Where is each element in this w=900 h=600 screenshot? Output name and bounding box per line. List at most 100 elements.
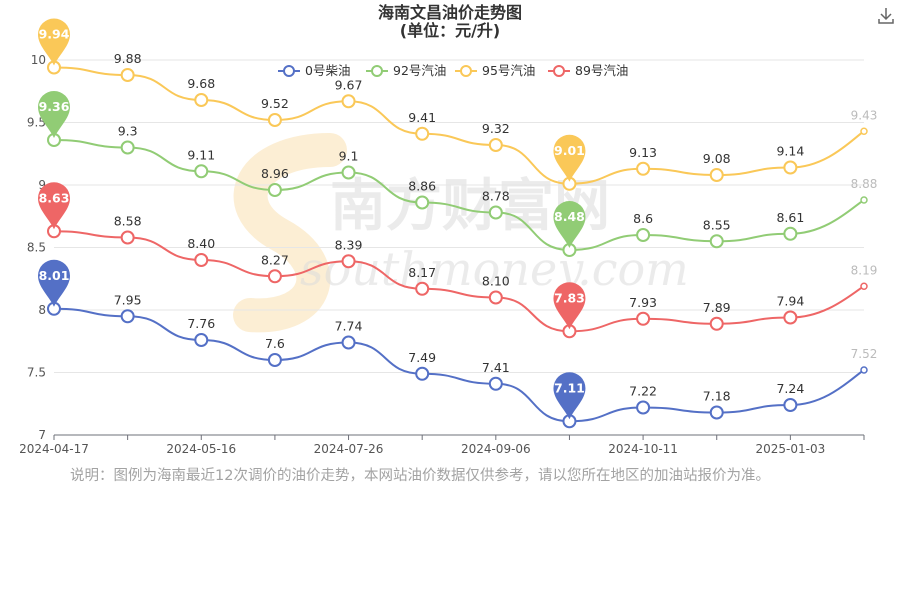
data-label: 8.88 bbox=[851, 177, 878, 191]
data-label: 7.89 bbox=[703, 300, 731, 315]
data-point bbox=[341, 94, 356, 109]
data-label: 7.18 bbox=[703, 389, 731, 404]
data-point bbox=[267, 113, 282, 127]
y-tick-label: 7 bbox=[38, 428, 46, 442]
data-point bbox=[709, 405, 724, 420]
x-tick-label: 2024-04-17 bbox=[19, 442, 89, 456]
data-label: 8.39 bbox=[335, 237, 363, 252]
x-tick-label: 2024-10-11 bbox=[608, 442, 678, 456]
data-label: 7.76 bbox=[187, 316, 215, 331]
legend-symbol bbox=[283, 65, 295, 77]
y-tick-label: 8.5 bbox=[27, 241, 46, 255]
pin-value-label: 8.63 bbox=[39, 190, 70, 205]
data-label: 9.52 bbox=[261, 96, 289, 111]
data-label: 7.41 bbox=[482, 360, 510, 375]
data-point bbox=[120, 230, 135, 245]
legend-label: 0号柴油 bbox=[305, 63, 350, 78]
pin-value-label: 8.48 bbox=[554, 209, 585, 224]
data-label: 8.19 bbox=[851, 263, 878, 277]
data-point bbox=[636, 228, 651, 242]
data-point bbox=[860, 282, 868, 290]
data-label: 9.43 bbox=[851, 108, 878, 122]
data-label: 7.95 bbox=[114, 292, 142, 307]
pin-shape bbox=[38, 18, 70, 66]
data-label: 7.49 bbox=[408, 350, 436, 365]
legend-item[interactable]: 92号汽油 bbox=[366, 63, 446, 78]
y-tick-label: 8 bbox=[38, 303, 46, 317]
data-label: 7.6 bbox=[265, 336, 285, 351]
value-pin-marker: 9.01 bbox=[553, 134, 586, 182]
data-point bbox=[267, 183, 282, 197]
value-pin-marker: 7.11 bbox=[553, 372, 586, 420]
data-point bbox=[415, 366, 430, 381]
data-label: 8.6 bbox=[633, 211, 653, 226]
chart-subtitle: (单位：元/升) bbox=[399, 21, 501, 40]
legend-label: 92号汽油 bbox=[393, 63, 446, 78]
value-pin-marker: 8.01 bbox=[38, 259, 70, 307]
watermark: 南方财富网 southmoney.com bbox=[233, 133, 689, 333]
pin-shape bbox=[553, 134, 586, 182]
pin-shape bbox=[38, 91, 70, 138]
data-point bbox=[488, 290, 503, 305]
grid bbox=[54, 59, 864, 373]
pin-shape bbox=[38, 259, 70, 307]
pin-shape bbox=[38, 182, 70, 230]
data-point bbox=[709, 168, 724, 182]
legend-item[interactable]: 89号汽油 bbox=[548, 63, 628, 78]
data-point bbox=[267, 269, 282, 284]
data-label: 8.10 bbox=[482, 274, 510, 289]
data-label: 9.11 bbox=[187, 147, 215, 162]
data-label: 8.27 bbox=[261, 252, 289, 267]
data-point bbox=[341, 254, 356, 269]
data-point bbox=[194, 333, 209, 347]
data-point bbox=[709, 234, 724, 249]
data-point bbox=[636, 161, 651, 176]
data-label: 7.24 bbox=[776, 381, 804, 396]
data-point bbox=[488, 376, 503, 391]
legend[interactable]: 0号柴油 92号汽油 95号汽油 89号汽油 bbox=[278, 63, 628, 78]
data-labels: 7.95 7.76 7.6 7.74 7.49 7.41 7.22 7.18 7.24 7.52 9… bbox=[114, 51, 878, 404]
data-label: 9.08 bbox=[703, 151, 731, 166]
download-icon[interactable] bbox=[876, 6, 896, 26]
legend-item[interactable]: 95号汽油 bbox=[455, 63, 535, 78]
data-label: 7.93 bbox=[629, 295, 657, 310]
data-label: 7.94 bbox=[776, 294, 804, 309]
pin-value-label: 9.36 bbox=[39, 99, 70, 114]
footnote: 说明：图例为海南最近12次调价的油价走势，本网站油价数据仅供参考，请以您所在地区… bbox=[70, 468, 770, 484]
pin-shape bbox=[553, 372, 586, 420]
legend-symbol bbox=[460, 65, 472, 77]
data-point bbox=[194, 93, 209, 107]
data-point bbox=[415, 195, 430, 210]
axes: 7 7.5 8 8.5 9 9.5 10 2024-04-17 2024-05-16 2024-0… bbox=[19, 53, 865, 456]
legend-symbol bbox=[371, 65, 383, 77]
data-label: 7.22 bbox=[629, 384, 657, 399]
data-point bbox=[267, 353, 282, 367]
data-point bbox=[783, 160, 798, 175]
data-point bbox=[194, 164, 209, 179]
chart-title: 海南文昌油价走势图 bbox=[377, 3, 522, 22]
watermark-en: southmoney.com bbox=[300, 242, 689, 296]
data-label: 9.88 bbox=[114, 51, 142, 66]
x-tick-label: 2024-09-06 bbox=[461, 442, 531, 456]
data-point bbox=[860, 127, 868, 135]
data-label: 9.3 bbox=[118, 124, 138, 139]
data-point bbox=[415, 126, 430, 141]
legend-label: 95号汽油 bbox=[482, 63, 535, 78]
data-label: 8.40 bbox=[187, 236, 215, 251]
data-label: 8.61 bbox=[776, 210, 804, 225]
y-tick-label: 7.5 bbox=[27, 366, 46, 380]
y-tick-label: 9 bbox=[38, 178, 46, 192]
y-tick-label: 10 bbox=[31, 53, 46, 67]
data-label: 9.32 bbox=[482, 121, 510, 136]
pin-value-label: 9.01 bbox=[554, 143, 585, 158]
data-point bbox=[415, 281, 430, 296]
data-label: 8.55 bbox=[703, 217, 731, 232]
legend-item[interactable]: 0号柴油 bbox=[278, 63, 350, 78]
value-pin-marker: 8.48 bbox=[553, 201, 586, 248]
data-label: 7.74 bbox=[335, 319, 363, 334]
legend-symbol bbox=[553, 65, 565, 77]
data-point bbox=[783, 398, 798, 412]
data-label: 9.13 bbox=[629, 145, 657, 160]
value-pin-marker: 7.83 bbox=[553, 282, 586, 330]
data-point bbox=[341, 335, 356, 350]
